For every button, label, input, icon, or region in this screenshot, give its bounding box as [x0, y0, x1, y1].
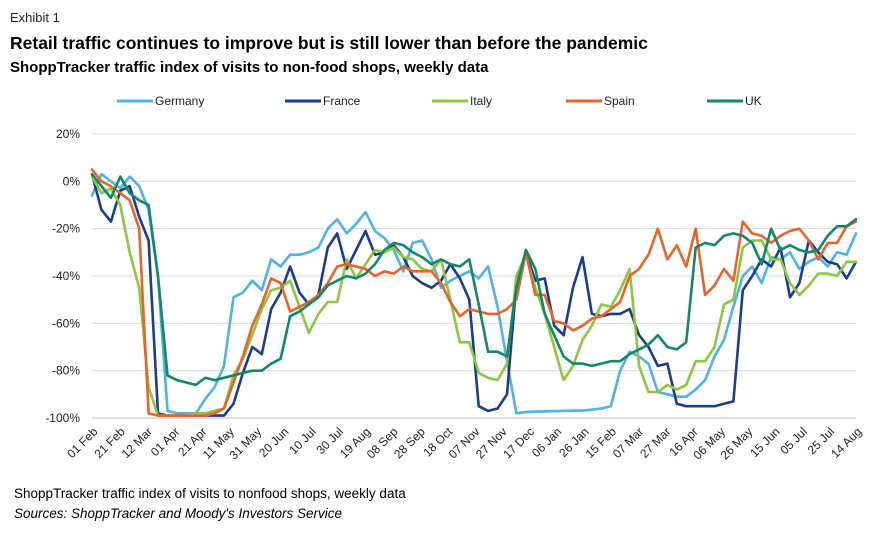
x-tick-label: 10 Jul	[286, 425, 319, 458]
series-line-france	[90, 172, 858, 417]
x-tick-label: 15 Jun	[747, 425, 782, 460]
y-tick-label: 0%	[63, 174, 81, 188]
y-tick-label: -100%	[45, 411, 80, 425]
x-tick-label: 05 Jul	[777, 425, 810, 458]
x-tick-label: 27 Mar	[637, 425, 673, 461]
chart-note: ShoppTracker traffic index of visits to …	[14, 486, 406, 501]
legend-label-italy: Italy	[470, 94, 492, 108]
y-tick-label: -20%	[52, 222, 80, 236]
chart-subtitle: ShoppTracker traffic index of visits to …	[10, 59, 489, 76]
exhibit-label: Exhibit 1	[10, 10, 60, 25]
x-tick-label: 28 Sep	[391, 424, 428, 461]
legend-label-france: France	[323, 94, 361, 108]
x-tick-label: 14 Aug	[828, 425, 864, 461]
y-tick-label: -40%	[52, 269, 80, 283]
legend-label-spain: Spain	[604, 94, 635, 108]
series-line-germany	[90, 172, 858, 415]
legend-label-uk: UK	[745, 94, 762, 108]
series-line-spain	[90, 168, 858, 417]
y-tick-label: -60%	[52, 316, 80, 330]
x-tick-label: 20 Jun	[256, 425, 291, 460]
y-tick-label: 20%	[56, 127, 80, 141]
series-line-uk	[90, 172, 858, 387]
x-tick-label: 01 Apr	[148, 425, 182, 459]
y-tick-label: -80%	[52, 364, 80, 378]
legend-label-germany: Germany	[155, 94, 204, 108]
chart-title: Retail traffic continues to improve but …	[10, 33, 648, 53]
chart-source: Sources: ShoppTracker and Moody's Invest…	[14, 506, 342, 521]
x-tick-label: 17 Dec	[500, 425, 537, 462]
x-tick-label: 06 Jan	[529, 425, 564, 460]
x-tick-label: 12 Mar	[119, 425, 155, 461]
